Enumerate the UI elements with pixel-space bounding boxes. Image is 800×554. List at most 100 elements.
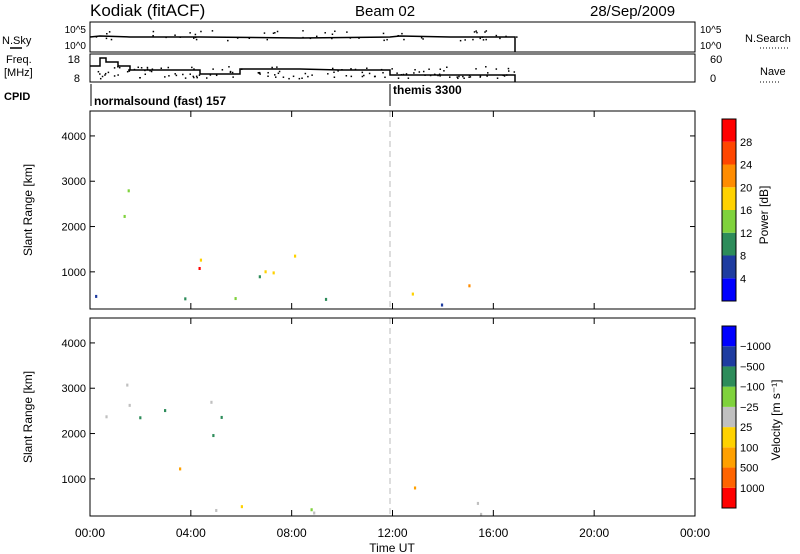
- nave-point: [232, 76, 234, 78]
- y-tick-label: 4000: [62, 338, 86, 350]
- nave-point: [507, 67, 510, 70]
- echo-cell: [199, 258, 203, 262]
- nsearch-point: [403, 38, 405, 41]
- nsearch-point: [516, 36, 518, 38]
- colorbar-segment: [722, 164, 736, 188]
- nsearch-point: [495, 34, 498, 37]
- nsearch-point: [324, 32, 326, 34]
- nsearch-point: [194, 33, 197, 36]
- x-tick-label: 16:00: [478, 526, 508, 540]
- echo-cell: [128, 403, 131, 407]
- nave-point: [189, 73, 191, 75]
- nave-point: [277, 72, 280, 75]
- echo-cell: [127, 189, 130, 193]
- nave-point: [380, 68, 383, 71]
- nave-point: [479, 75, 482, 78]
- nsearch-point: [401, 32, 403, 35]
- nsearch-point: [236, 37, 239, 39]
- nave-point: [99, 73, 101, 75]
- freq-right-tick-bottom: 0: [710, 73, 716, 85]
- velocity-colorbar-label: Velocity [m s⁻¹]: [769, 379, 783, 460]
- nave-point: [438, 73, 441, 76]
- nave-point: [418, 71, 421, 73]
- nsearch-point: [505, 35, 507, 38]
- nsearch-point: [195, 38, 198, 41]
- nsearch-point: [349, 37, 352, 39]
- nave-point: [307, 75, 309, 78]
- echo-cell: [123, 214, 126, 218]
- echo-cell: [184, 297, 187, 301]
- nave-point: [350, 75, 353, 78]
- x-tick-label: 20:00: [579, 526, 609, 540]
- nave-point: [422, 70, 425, 73]
- nsearch-point: [475, 30, 477, 32]
- nave-point: [168, 75, 170, 77]
- nave-point: [292, 75, 295, 78]
- nsearch-point: [334, 30, 336, 33]
- nsearch-point: [473, 31, 476, 33]
- velocity-ylabel: Slant Range [km]: [21, 371, 35, 463]
- nave-point: [391, 68, 393, 70]
- time-x-axis: 00:00 04:00 08:00 12:00 16:00 20:00 00:00: [75, 111, 710, 540]
- y-tick-label: 3000: [62, 383, 86, 395]
- nave-point: [267, 75, 269, 78]
- nave-point: [354, 68, 357, 71]
- nave-point: [468, 76, 470, 78]
- y-tick-label: 3000: [62, 176, 86, 188]
- nave-point: [486, 75, 488, 77]
- colorbar-segment: [722, 487, 736, 508]
- echo-cell: [215, 508, 218, 512]
- echo-cell: [198, 266, 201, 270]
- nsearch-point: [152, 34, 154, 37]
- nsearch-point: [485, 38, 487, 41]
- velocity-colorbar: 1000 500 100 25 −25 −100 −500 −1000: [721, 325, 771, 509]
- nave-point: [485, 66, 487, 68]
- nave-point: [137, 66, 140, 69]
- echo-cell: [479, 512, 483, 516]
- nave-point: [396, 72, 398, 74]
- y-tick-label: 4000: [62, 131, 86, 143]
- nave-point: [475, 68, 477, 70]
- nave-point: [373, 75, 376, 78]
- colorbar-segment: [722, 326, 736, 347]
- echo-cell: [179, 467, 182, 471]
- nave-point: [428, 68, 430, 70]
- nave-point: [361, 75, 364, 78]
- nsearch-label: N.Search: [745, 33, 791, 45]
- echo-cell: [126, 383, 129, 387]
- nsearch-point: [276, 30, 279, 33]
- colorbar-tick-label: 12: [740, 228, 752, 240]
- nave-point: [198, 74, 201, 76]
- echo-cell: [234, 297, 237, 301]
- nsearch-point: [382, 32, 385, 35]
- cpid-label: CPID: [4, 91, 30, 103]
- echo-cell: [468, 284, 471, 288]
- nave-point: [151, 68, 154, 70]
- nave-point: [341, 69, 343, 71]
- echo-cell: [264, 270, 267, 274]
- colorbar-tick-label: 25: [740, 422, 752, 434]
- nave-point: [446, 66, 448, 69]
- freq-trace: [90, 57, 516, 82]
- nave-point: [209, 74, 212, 76]
- nave-point: [462, 75, 464, 78]
- nave-point: [439, 68, 442, 70]
- nave-point: [240, 68, 243, 70]
- echo-cell: [105, 415, 108, 419]
- nave-point: [259, 73, 261, 75]
- colorbar-tick-label: 24: [740, 160, 752, 172]
- nave-point: [107, 71, 110, 74]
- echo-cell: [413, 486, 417, 490]
- colorbar-segment: [722, 386, 736, 407]
- nave-point: [456, 76, 458, 78]
- x-axis-label: Time UT: [369, 541, 415, 554]
- nave-point: [184, 77, 187, 79]
- echo-cell: [293, 254, 297, 258]
- nsearch-point: [482, 39, 485, 41]
- nsearch-point: [459, 39, 462, 42]
- x-tick-label: 12:00: [377, 526, 407, 540]
- colorbar-tick-label: 4: [740, 273, 746, 285]
- echo-cell: [313, 511, 316, 515]
- nave-label: Nave: [760, 66, 786, 78]
- nsearch-point: [383, 39, 385, 42]
